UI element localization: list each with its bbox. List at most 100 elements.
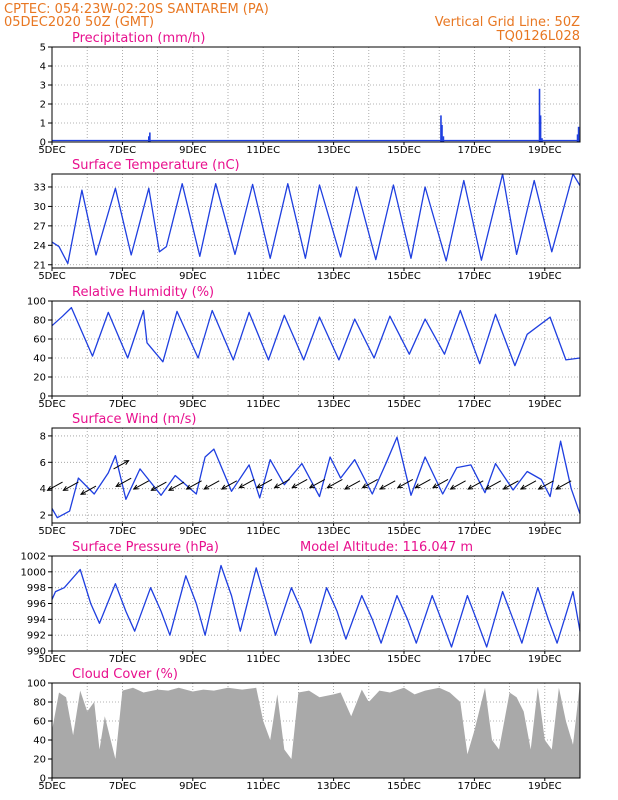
precip-bar: [149, 132, 151, 142]
precip-bar: [440, 115, 442, 142]
precip-frame: [51, 46, 581, 143]
wind-frame: [51, 427, 581, 524]
wind-wind-arrow: [537, 480, 554, 490]
cloud-title: Cloud Cover (%): [72, 667, 178, 682]
wind-wind-arrow: [431, 479, 449, 489]
humidity-ytick-label: 20: [33, 373, 46, 384]
wind-wind-arrow: [326, 479, 343, 489]
cloud-ytick-label: 20: [33, 755, 46, 766]
precip-xtick-label: 9DEC: [179, 145, 206, 156]
wind-ytick-label: 4: [40, 484, 46, 495]
wind-xtick-label: 17DEC: [458, 526, 492, 537]
header-code: TQ0126L028: [496, 29, 580, 44]
pressure-series-line: [51, 564, 581, 648]
pressure-ytick-label: 1000: [21, 567, 46, 578]
pressure-ytick-label: 996: [27, 599, 46, 610]
humidity-xtick-label: 11DEC: [246, 399, 280, 410]
precip-bar: [538, 88, 541, 142]
precip-panel: 0 1 2 3 4 5 5DEC 7DEC 9DEC 11DEC 13DEC 15DEC 17DEC 19…: [38, 31, 581, 156]
precip-ytick-label: 0: [40, 138, 46, 149]
pressure-xtick-label: 9DEC: [179, 654, 206, 665]
temp-frame: [51, 173, 581, 269]
wind-wind-arrow: [555, 480, 572, 490]
temp-xtick-label: 9DEC: [179, 271, 206, 282]
pressure-xtick-label: 7DEC: [109, 654, 136, 665]
cloud-ytick-label: 100: [27, 679, 46, 690]
pressure-ytick-label: 994: [27, 615, 46, 626]
temp-ytick-label: 33: [33, 182, 46, 193]
humidity-xtick-label: 13DEC: [317, 399, 351, 410]
temp-xtick-label: 13DEC: [317, 271, 351, 282]
humidity-xtick-label: 19DEC: [528, 399, 562, 410]
temp-ytick-label: 30: [33, 202, 46, 213]
header-station: CPTEC: 054:23W-02:20S SANTAREM (PA): [4, 2, 269, 17]
wind-wind-arrow: [79, 485, 97, 495]
precip-xtick-label: 7DEC: [109, 145, 136, 156]
humidity-ytick-label: 80: [33, 316, 46, 327]
temp-xtick-label: 11DEC: [246, 271, 280, 282]
humidity-ytick-label: 100: [27, 297, 46, 308]
precip-bar: [541, 138, 543, 142]
cloud-ytick-label: 60: [33, 717, 46, 728]
cloud-xtick-label: 11DEC: [246, 781, 280, 792]
wind-wind-arrow: [113, 460, 130, 470]
humidity-frame: [51, 300, 581, 397]
humidity-panel: 0 20 40 60 80 100 5DEC 7DEC 9DEC 11DEC 13DEC 15DEC 1…: [27, 285, 581, 410]
humidity-series-line: [51, 306, 581, 367]
pressure-panel: 990 992 994 996 998 1000 1002 5DEC 7DEC 9DEC 11DEC…: [21, 540, 581, 665]
cloud-frame: [51, 682, 581, 779]
header-grid-note: Vertical Grid Line: 50Z: [435, 15, 580, 30]
wind-xtick-label: 15DEC: [387, 526, 421, 537]
wind-xtick-label: 5DEC: [38, 526, 65, 537]
wind-wind-arrow: [46, 481, 63, 491]
wind-wind-arrow: [414, 479, 431, 489]
wind-wind-arrow: [343, 480, 361, 490]
wind-wind-arrow: [467, 480, 484, 490]
pressure-subtitle: Model Altitude: 116.047 m: [300, 540, 473, 555]
precip-bar: [148, 136, 150, 142]
wind-ytick-label: 2: [40, 511, 46, 522]
humidity-xtick-label: 15DEC: [387, 399, 421, 410]
pressure-ytick-label: 998: [27, 583, 46, 594]
temp-ytick-label: 27: [33, 221, 46, 232]
pressure-xtick-label: 15DEC: [387, 654, 421, 665]
wind-wind-arrow: [361, 479, 378, 489]
wind-xtick-label: 9DEC: [179, 526, 206, 537]
precip-xtick-label: 17DEC: [458, 145, 492, 156]
wind-wind-arrow: [519, 480, 537, 490]
wind-wind-arrow: [449, 480, 466, 490]
precip-ytick-label: 5: [40, 43, 46, 54]
wind-wind-arrow: [167, 481, 185, 491]
wind-wind-arrow: [150, 481, 167, 491]
precip-ytick-label: 3: [40, 81, 46, 92]
cloud-area: [52, 683, 580, 778]
precip-title: Precipitation (mm/h): [72, 31, 205, 46]
wind-wind-arrow: [308, 479, 326, 489]
humidity-xtick-label: 5DEC: [38, 399, 65, 410]
cloud-xtick-label: 7DEC: [109, 781, 136, 792]
cloud-xtick-label: 9DEC: [179, 781, 206, 792]
humidity-ytick-label: 40: [33, 354, 46, 365]
wind-title: Surface Wind (m/s): [72, 412, 196, 427]
cloud-xtick-label: 5DEC: [38, 781, 65, 792]
humidity-title: Relative Humidity (%): [72, 285, 214, 300]
temp-xtick-label: 15DEC: [387, 271, 421, 282]
pressure-xtick-label: 5DEC: [38, 654, 65, 665]
wind-wind-arrow: [115, 477, 132, 487]
wind-wind-arrow: [238, 479, 255, 489]
wind-wind-arrow: [255, 479, 273, 489]
pressure-ytick-label: 992: [27, 631, 46, 642]
temp-panel: 21 24 27 30 33 5DEC 7DEC 9DEC 11DEC 13DEC 15DEC 17D…: [33, 158, 581, 282]
wind-wind-arrow: [62, 481, 79, 491]
cloud-ytick-label: 40: [33, 736, 46, 747]
pressure-xtick-label: 19DEC: [528, 654, 562, 665]
pressure-xtick-label: 13DEC: [317, 654, 351, 665]
cloud-ytick-label: 80: [33, 698, 46, 709]
precip-xtick-label: 13DEC: [317, 145, 351, 156]
humidity-xtick-label: 17DEC: [458, 399, 492, 410]
wind-wind-arrow: [291, 479, 308, 489]
wind-wind-arrow: [484, 480, 502, 490]
cloud-ytick-label: 0: [40, 774, 46, 785]
wind-xtick-label: 7DEC: [109, 526, 136, 537]
